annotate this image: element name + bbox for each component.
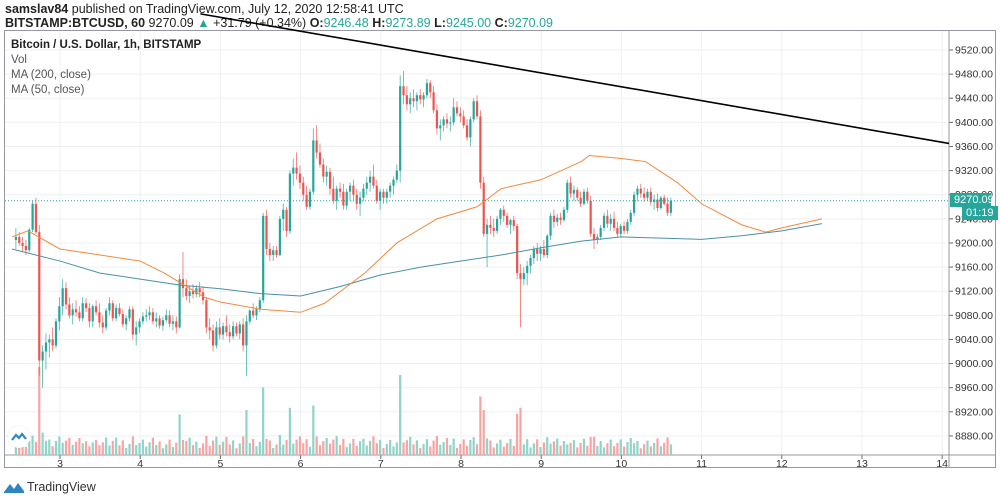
y-tick-label: 9160.00 xyxy=(955,262,993,274)
x-tick-label: 13 xyxy=(856,458,868,470)
y-tick-label: 8880.00 xyxy=(955,430,993,442)
y-tick-label: 9480.00 xyxy=(955,69,993,81)
x-tick-label: 4 xyxy=(137,458,143,470)
low-label: L: xyxy=(434,16,446,30)
x-tick-label: 8 xyxy=(458,458,464,470)
y-tick-label: 9320.00 xyxy=(955,165,993,177)
y-tick-label: 9040.00 xyxy=(955,334,993,346)
publish-header: samslav84 published on TradingView.com, … xyxy=(5,2,404,16)
x-tick-label: 9 xyxy=(538,458,544,470)
y-tick-label: 9080.00 xyxy=(955,310,993,322)
close-value: 9270.09 xyxy=(507,16,553,30)
up-arrow-icon: ▲ xyxy=(197,16,210,30)
last-price: 9270.09 xyxy=(148,16,194,30)
y-tick-label: 9360.00 xyxy=(955,141,993,153)
high-value: 9273.89 xyxy=(385,16,431,30)
moving-average-line xyxy=(11,155,823,313)
published-text: published on TradingView.com, July 12, 2… xyxy=(71,2,404,16)
y-tick-label: 8960.00 xyxy=(955,382,993,394)
y-tick-label: 9400.00 xyxy=(955,117,993,129)
last-price-tag: 9270.09 xyxy=(950,193,994,207)
x-tick-label: 7 xyxy=(378,458,384,470)
x-tick-label: 5 xyxy=(217,458,223,470)
open-value: 9246.48 xyxy=(323,16,369,30)
y-tick-label: 9120.00 xyxy=(955,286,993,298)
open-label: O: xyxy=(309,16,324,30)
x-tick-label: 12 xyxy=(776,458,788,470)
legend-title: Bitcoin / U.S. Dollar, 1h, BITSTAMP xyxy=(11,39,202,51)
legend-ma200[interactable]: MA (200, close) xyxy=(11,69,91,81)
y-tick-label: 9440.00 xyxy=(955,93,993,105)
x-tick-label: 10 xyxy=(616,458,628,470)
x-tick-label: 14 xyxy=(936,458,948,470)
y-tick-label: 8920.00 xyxy=(955,406,993,418)
author-name[interactable]: samslav84 xyxy=(5,2,69,16)
legend-vol[interactable]: Vol xyxy=(11,54,27,66)
y-tick-label: 9000.00 xyxy=(955,358,993,370)
symbol-header: BITSTAMP:BTCUSD, 60 9270.09 ▲ +31.79 (+0… xyxy=(5,16,553,30)
chart-legend: Bitcoin / U.S. Dollar, 1h, BITSTAMP Vol … xyxy=(11,38,201,98)
moving-average-line xyxy=(11,223,822,297)
low-value: 9245.00 xyxy=(445,16,492,30)
bar-countdown: 01:19 xyxy=(962,206,998,220)
x-tick-label: 6 xyxy=(298,458,304,470)
symbol-label: BITSTAMP:BTCUSD, 60 xyxy=(5,16,146,30)
y-tick-label: 9520.00 xyxy=(955,45,993,57)
trendline[interactable] xyxy=(200,13,950,145)
tradingview-logo[interactable]: TradingView xyxy=(4,480,96,494)
chart-frame[interactable] xyxy=(4,30,996,468)
tradingview-watermark-icon xyxy=(8,426,30,448)
x-tick-label: 11 xyxy=(696,458,707,470)
legend-ma50[interactable]: MA (50, close) xyxy=(11,84,85,96)
x-tick-label: 3 xyxy=(57,458,63,470)
close-label: C: xyxy=(494,16,508,30)
high-label: H: xyxy=(372,16,386,30)
brand-name: TradingView xyxy=(27,480,96,494)
y-tick-label: 9200.00 xyxy=(955,237,993,249)
tradingview-logo-icon xyxy=(4,483,24,493)
